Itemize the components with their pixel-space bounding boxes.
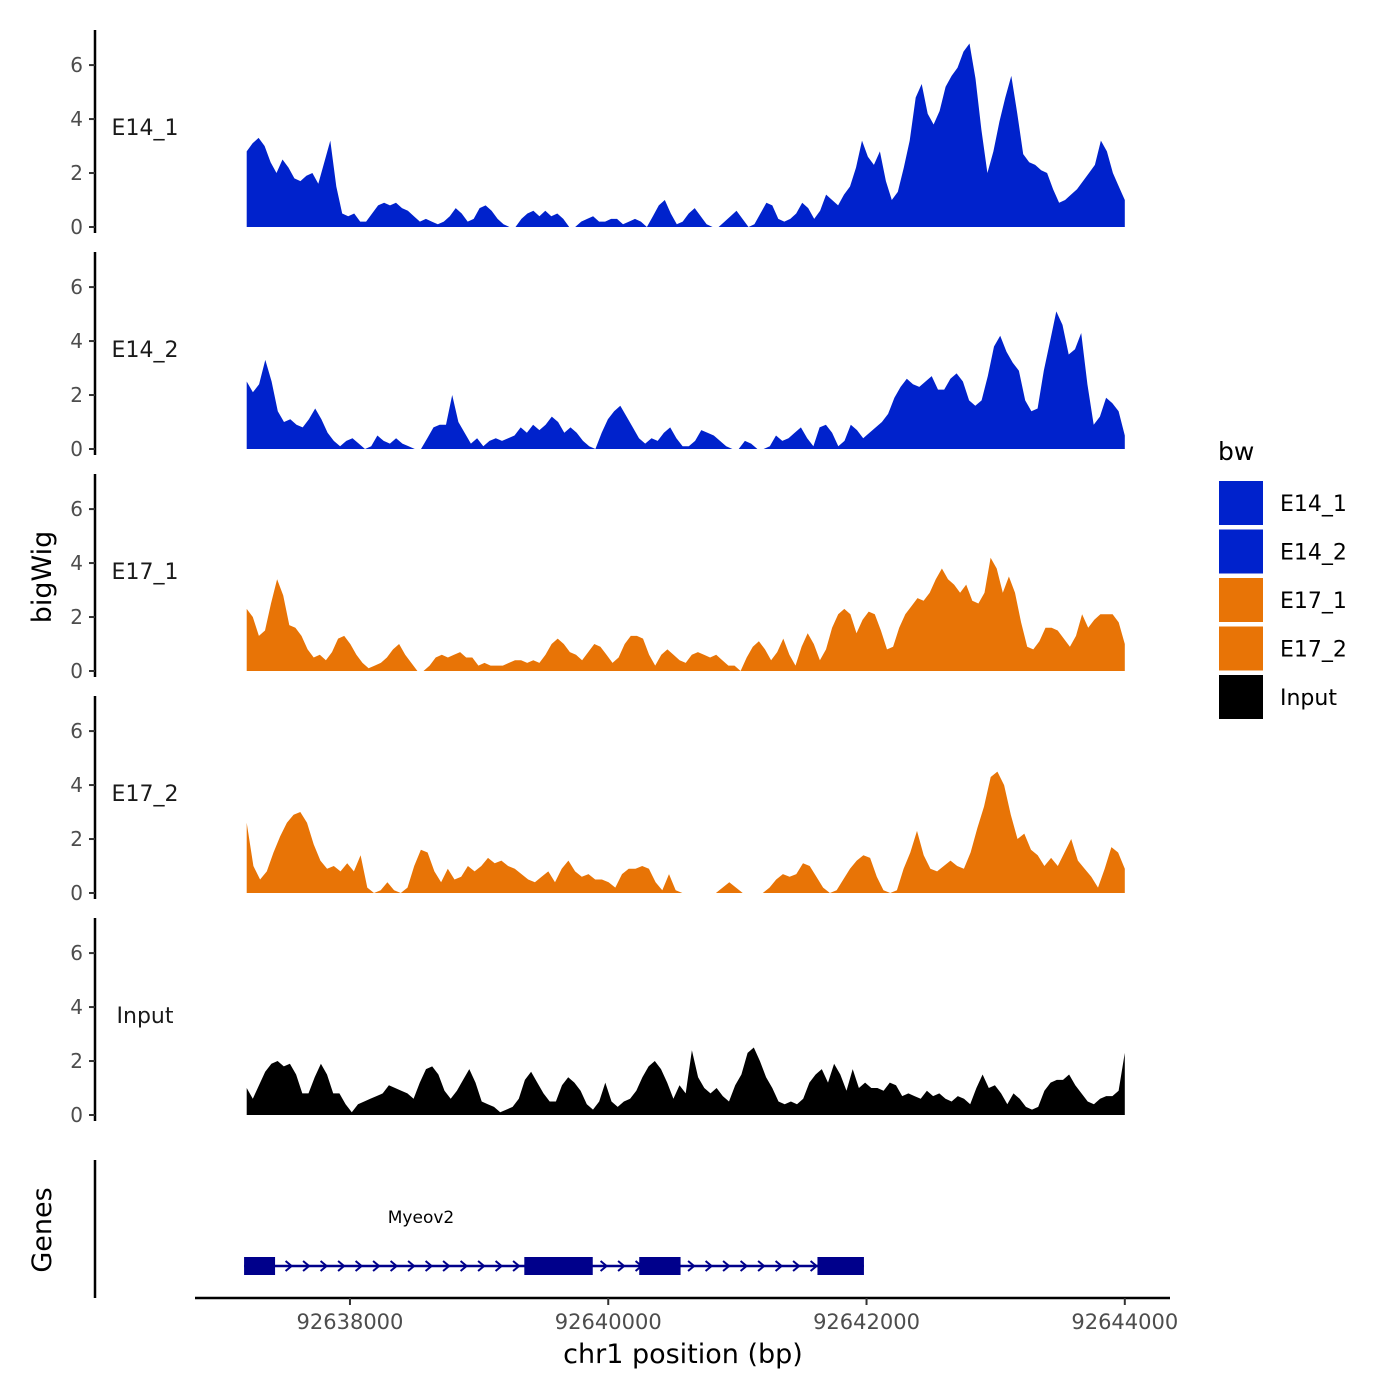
gene-exon (817, 1257, 864, 1275)
strand-chevron (687, 1260, 696, 1272)
legend: bw E14_1 E14_2 E17_1 E17_2 Input (1218, 437, 1347, 719)
legend-swatch (1219, 675, 1263, 719)
legend-label: E17_1 (1280, 589, 1347, 614)
gene-name-label: Myeov2 (388, 1208, 454, 1228)
gene-Myeov2: Myeov2 (244, 1208, 864, 1275)
strand-chevron (302, 1260, 311, 1272)
x-axis-title: chr1 position (bp) (563, 1339, 803, 1370)
legend-swatch (1219, 481, 1263, 525)
strand-chevron (494, 1260, 504, 1272)
x-axis: 92638000 92640000 92642000 92644000 (195, 1296, 1178, 1334)
strand-chevron (319, 1260, 329, 1272)
legend-label: Input (1280, 686, 1337, 711)
y-tick-label: 6 (70, 53, 83, 77)
strand-chevron (792, 1260, 801, 1272)
legend-swatch (1219, 578, 1263, 622)
track-panel-E17_1: 0 2 4 6 E17_1 (70, 474, 1125, 683)
y-axis-title: bigWig (27, 531, 58, 624)
strand-chevron (354, 1260, 364, 1272)
strand-chevron (337, 1260, 346, 1272)
track-label: E14_1 (112, 116, 179, 141)
strand-chevron (512, 1260, 521, 1272)
signal-area-E14_2 (246, 311, 1125, 449)
legend-swatch (1219, 529, 1263, 574)
legend-label: E14_2 (1280, 541, 1347, 566)
signal-area-E17_1 (246, 557, 1125, 671)
y-tick-label: 0 (70, 215, 83, 239)
signal-area-E17_2 (246, 771, 1125, 893)
x-tick-label: 92638000 (297, 1310, 404, 1334)
y-tick-label: 2 (70, 1049, 83, 1073)
y-tick-label: 0 (70, 659, 83, 683)
legend-swatch (1219, 626, 1263, 671)
y-tick-label: 6 (70, 275, 83, 299)
gene-exon (244, 1257, 276, 1275)
y-tick-label: 2 (70, 605, 83, 629)
y-tick-label: 6 (70, 941, 83, 965)
strand-chevron (757, 1260, 766, 1272)
y-tick-label: 0 (70, 1103, 83, 1127)
legend-entries: E14_1 E14_2 E17_1 E17_2 Input (1219, 481, 1347, 719)
signal-panels: 0 2 4 6 E14_1 0 2 4 6 E14_2 0 2 4 6 E17_1 0 2 4 6 E17_2 0 2 4 6… (70, 30, 1125, 1127)
strand-chevron (372, 1260, 381, 1272)
gene-panel: Myeov2 (93, 1160, 864, 1298)
track-panel-E17_2: 0 2 4 6 E17_2 (70, 696, 1125, 905)
strand-chevron (459, 1260, 469, 1272)
y-tick-label: 4 (70, 107, 83, 131)
x-tick-label: 92642000 (813, 1310, 920, 1334)
axis-titles: bigWig Genes chr1 position (bp) (27, 531, 803, 1370)
signal-area-Input (246, 1047, 1125, 1115)
genes-axis-title: Genes (27, 1187, 58, 1272)
y-tick-label: 6 (70, 497, 83, 521)
strand-chevron (722, 1260, 731, 1272)
y-tick-label: 2 (70, 383, 83, 407)
legend-label: E14_1 (1280, 492, 1347, 517)
y-tick-label: 2 (70, 161, 83, 185)
strand-chevron (617, 1260, 626, 1272)
y-tick-label: 4 (70, 995, 83, 1019)
strand-chevron (739, 1260, 749, 1272)
strand-chevron (442, 1260, 451, 1272)
y-tick-label: 0 (70, 881, 83, 905)
track-label: E17_1 (112, 560, 179, 585)
y-tick-label: 4 (70, 551, 83, 575)
legend-entry-Input: Input (1219, 675, 1337, 719)
y-tick-label: 0 (70, 437, 83, 461)
gene-exon (639, 1257, 681, 1275)
strand-chevron (477, 1260, 486, 1272)
strand-chevron (389, 1260, 399, 1272)
track-label: E14_2 (112, 338, 179, 363)
track-panel-E14_2: 0 2 4 6 E14_2 (70, 252, 1125, 461)
track-panel-E14_1: 0 2 4 6 E14_1 (70, 30, 1125, 239)
legend-entry-E14_2: E14_2 (1219, 529, 1347, 574)
strand-chevron (599, 1260, 609, 1272)
legend-entry-E17_1: E17_1 (1219, 578, 1347, 622)
y-tick-label: 4 (70, 773, 83, 797)
legend-label: E17_2 (1280, 638, 1347, 663)
strand-chevron (704, 1260, 714, 1272)
y-tick-label: 6 (70, 719, 83, 743)
gene-exon (524, 1257, 593, 1275)
legend-entry-E14_1: E14_1 (1219, 481, 1347, 525)
track-label: E17_2 (112, 782, 179, 807)
legend-title: bw (1218, 437, 1254, 466)
strand-chevron (284, 1260, 294, 1272)
strand-chevron (809, 1260, 819, 1272)
x-tick-label: 92644000 (1071, 1310, 1178, 1334)
strand-chevron (424, 1260, 434, 1272)
track-panel-Input: 0 2 4 6 Input (70, 918, 1125, 1127)
y-tick-label: 4 (70, 329, 83, 353)
track-label: Input (117, 1004, 174, 1029)
y-tick-label: 2 (70, 827, 83, 851)
signal-area-E14_1 (246, 43, 1125, 227)
strand-chevron (774, 1260, 784, 1272)
strand-chevron (407, 1260, 416, 1272)
legend-entry-E17_2: E17_2 (1219, 626, 1347, 671)
x-tick-label: 92640000 (555, 1310, 662, 1334)
